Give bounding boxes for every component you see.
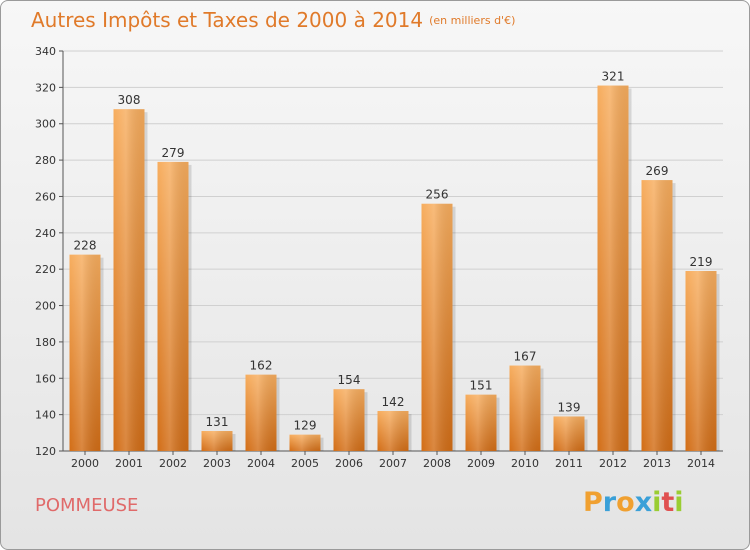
x-tick-label: 2010 bbox=[511, 457, 539, 470]
y-tick-label: 200 bbox=[35, 300, 56, 313]
y-tick-label: 220 bbox=[35, 263, 56, 276]
unit-label: (en milliers d'€) bbox=[429, 14, 516, 27]
bar-value-label: 321 bbox=[602, 70, 625, 84]
bar-value-label: 139 bbox=[558, 400, 581, 414]
y-tick-label: 120 bbox=[35, 445, 56, 458]
bar-value-label: 228 bbox=[74, 239, 97, 253]
y-tick-label: 300 bbox=[35, 118, 56, 131]
x-tick-label: 2003 bbox=[203, 457, 231, 470]
bar-highlight bbox=[597, 85, 629, 451]
bar-highlight bbox=[421, 203, 453, 451]
y-tick-label: 260 bbox=[35, 190, 56, 203]
bar-value-label: 131 bbox=[206, 415, 229, 429]
x-tick-label: 2013 bbox=[643, 457, 671, 470]
x-tick-label: 2014 bbox=[687, 457, 715, 470]
bar-value-label: 154 bbox=[338, 373, 361, 387]
bar-highlight bbox=[245, 374, 277, 451]
bar-layer: 228 308 279 131 162 129 154 142 256 151 167 139 321 2… bbox=[69, 70, 720, 451]
bar-highlight bbox=[201, 431, 233, 451]
bar-highlight bbox=[685, 271, 717, 451]
bar-value-label: 142 bbox=[382, 395, 405, 409]
bar-highlight bbox=[113, 109, 145, 451]
logo-letter: x bbox=[634, 487, 653, 518]
bar-highlight bbox=[509, 365, 541, 451]
bar-highlight bbox=[157, 161, 189, 451]
x-tick-label: 2000 bbox=[71, 457, 99, 470]
bar-value-label: 167 bbox=[514, 350, 537, 364]
bar-highlight bbox=[69, 254, 101, 451]
bar-highlight bbox=[641, 180, 673, 451]
bar-value-label: 129 bbox=[294, 419, 317, 433]
bar-value-label: 308 bbox=[118, 93, 141, 107]
bar-value-label: 162 bbox=[250, 359, 273, 373]
x-tick-label: 2006 bbox=[335, 457, 363, 470]
y-tick-label: 240 bbox=[35, 227, 56, 240]
bar-value-label: 256 bbox=[426, 188, 449, 202]
logo-letter: i bbox=[674, 487, 684, 518]
x-tick-label: 2008 bbox=[423, 457, 451, 470]
chart-title: Autres Impôts et Taxes de 2000 à 2014 (en… bbox=[31, 8, 515, 32]
logo-letter: r bbox=[602, 487, 617, 518]
bar-value-label: 219 bbox=[690, 255, 713, 269]
x-tick-label: 2011 bbox=[555, 457, 583, 470]
x-tick-label: 2007 bbox=[379, 457, 407, 470]
y-tick-label: 140 bbox=[35, 409, 56, 422]
x-tick-label: 2002 bbox=[159, 457, 187, 470]
y-tick-label: 160 bbox=[35, 372, 56, 385]
logo-letter: P bbox=[583, 487, 603, 518]
x-tick-label: 2004 bbox=[247, 457, 275, 470]
x-tick-label: 2012 bbox=[599, 457, 627, 470]
bar-highlight bbox=[333, 389, 365, 451]
x-tick-label: 2005 bbox=[291, 457, 319, 470]
chart-title-text: Autres Impôts et Taxes de 2000 à 2014 bbox=[31, 8, 424, 32]
commune-name: POMMEUSE bbox=[35, 495, 139, 516]
bar-value-label: 269 bbox=[646, 164, 669, 178]
bar-value-label: 279 bbox=[162, 146, 185, 160]
proxiti-logo: Proxiti bbox=[583, 487, 684, 518]
x-tick-label: 2009 bbox=[467, 457, 495, 470]
bar-value-label: 151 bbox=[470, 379, 493, 393]
logo-letter: o bbox=[616, 487, 635, 518]
bar-highlight bbox=[553, 416, 585, 451]
y-tick-label: 180 bbox=[35, 336, 56, 349]
bar-highlight bbox=[289, 434, 321, 451]
logo-letter: t bbox=[661, 487, 675, 518]
bar-highlight bbox=[465, 394, 497, 451]
bar-highlight bbox=[377, 411, 409, 451]
y-tick-label: 280 bbox=[35, 154, 56, 167]
x-tick-label: 2001 bbox=[115, 457, 143, 470]
y-tick-label: 320 bbox=[35, 81, 56, 94]
logo-letter: i bbox=[652, 487, 662, 518]
y-tick-label: 340 bbox=[35, 45, 56, 58]
